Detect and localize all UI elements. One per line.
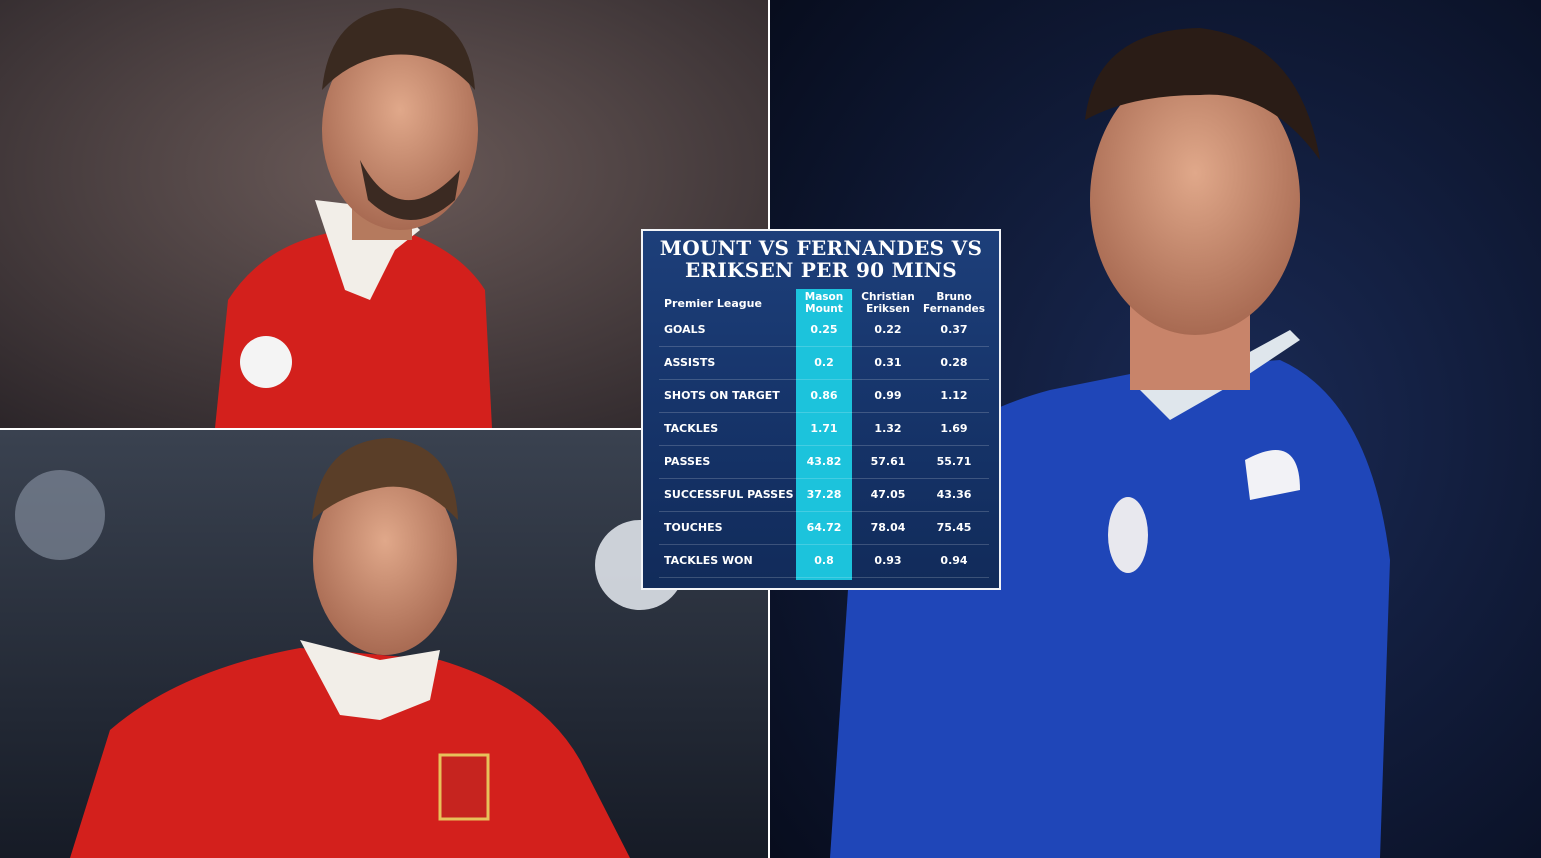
stats-table: MOUNT VS FERNANDES VS ERIKSEN PER 90 MINS… [641,229,1001,590]
row-divider [659,511,989,512]
stat-value: 1.71 [810,422,838,435]
stat-value: 78.04 [870,521,906,534]
row-label: TACKLES WON [664,554,753,567]
stat-value: 0.28 [940,356,968,369]
table-title: MOUNT VS FERNANDES VS [659,236,983,260]
competition-label: Premier League [664,297,762,310]
stat-value: 64.72 [806,521,842,534]
row-divider [659,412,989,413]
stat-value: 43.82 [806,455,842,468]
beard [360,160,460,220]
player-header: Bruno Fernandes [923,291,985,315]
crest [1108,497,1148,573]
sponsor-logo [1245,450,1300,500]
row-label: TACKLES [664,422,719,435]
row-divider [659,478,989,479]
row-label: GOALS [664,323,706,336]
stat-value: 0.22 [874,323,902,336]
stat-value: 37.28 [806,488,842,501]
stat-value: 1.32 [874,422,902,435]
head [322,30,478,230]
row-divider [659,379,989,380]
stat-value: 0.86 [810,389,838,402]
row-label: PASSES [664,455,711,468]
mount-column-highlight [796,289,852,580]
row-divider [659,445,989,446]
stat-value: 0.99 [874,389,902,402]
row-divider [659,346,989,347]
stat-value: 0.25 [810,323,838,336]
badge [240,336,292,388]
stat-value: 1.69 [940,422,968,435]
hair [322,8,475,90]
row-label: SHOTS ON TARGET [664,389,780,402]
hair [1085,28,1320,160]
red-shirt [70,648,630,858]
row-label: TOUCHES [664,521,723,534]
stat-value: 0.31 [874,356,902,369]
stat-value: 47.05 [870,488,906,501]
row-divider [659,577,989,578]
stat-value: 57.61 [870,455,906,468]
stat-value: 0.2 [814,356,834,369]
crest [438,753,490,821]
head [313,465,457,655]
stat-value: 1.12 [940,389,968,402]
row-label: SUCCESSFUL PASSES [664,488,794,501]
row-divider [659,544,989,545]
stat-value: 43.36 [936,488,972,501]
player-header: Mason Mount [804,291,844,315]
hair [312,438,458,520]
stat-value: 55.71 [936,455,972,468]
stat-value: 0.8 [814,554,834,567]
table-title: ERIKSEN PER 90 MINS [684,258,958,282]
stat-value: 0.93 [874,554,902,567]
stat-value: 75.45 [936,521,972,534]
shirt-collar [300,640,440,720]
stat-value: 0.37 [940,323,968,336]
player-header: Christian Eriksen [861,291,915,315]
row-label: ASSISTS [664,356,716,369]
stat-value: 0.94 [940,554,968,567]
head [1090,65,1300,335]
stadium-light [15,470,105,560]
